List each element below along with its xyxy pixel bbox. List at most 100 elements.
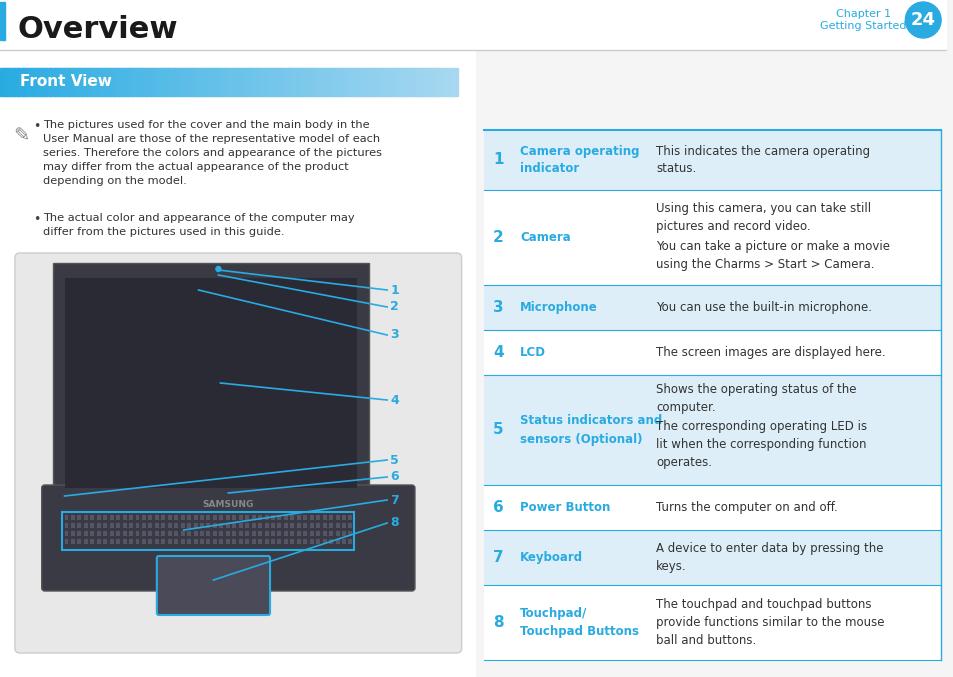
Bar — [365, 68, 371, 96]
Bar — [91, 531, 94, 536]
Text: 2: 2 — [390, 301, 398, 313]
Bar — [303, 539, 307, 544]
Bar — [438, 68, 443, 96]
Bar — [419, 68, 425, 96]
Bar — [329, 523, 333, 528]
Bar — [388, 68, 394, 96]
Bar — [174, 531, 178, 536]
Bar — [103, 539, 107, 544]
Bar — [342, 68, 348, 96]
Bar — [265, 68, 270, 96]
Bar — [154, 531, 158, 536]
Bar — [271, 539, 274, 544]
Bar — [303, 515, 307, 520]
Bar — [180, 523, 185, 528]
Bar — [123, 531, 127, 536]
Bar — [213, 515, 216, 520]
Bar — [411, 68, 416, 96]
Bar — [46, 68, 51, 96]
Text: •: • — [32, 213, 40, 226]
Bar — [173, 68, 179, 96]
Bar — [245, 523, 249, 528]
Bar — [77, 68, 83, 96]
Text: Front View: Front View — [20, 74, 112, 89]
Text: 5: 5 — [493, 422, 503, 437]
Bar — [84, 539, 88, 544]
Bar — [258, 523, 262, 528]
Bar — [301, 68, 307, 96]
Text: Using this camera, you can take still
pictures and record video.: Using this camera, you can take still pi… — [656, 202, 870, 233]
Bar — [378, 68, 384, 96]
Bar — [65, 523, 69, 528]
Text: Chapter 1: Chapter 1 — [835, 9, 890, 19]
Bar — [233, 68, 238, 96]
Bar — [246, 68, 252, 96]
Bar — [258, 539, 262, 544]
Bar — [91, 523, 94, 528]
Text: 6: 6 — [493, 500, 503, 515]
Bar — [129, 523, 132, 528]
Bar — [110, 68, 115, 96]
Text: Overview: Overview — [18, 16, 178, 45]
Bar — [348, 531, 352, 536]
Bar — [52, 263, 369, 493]
Bar — [54, 68, 60, 96]
Bar — [484, 375, 940, 485]
Bar — [329, 539, 333, 544]
Bar — [77, 523, 81, 528]
Bar — [87, 68, 92, 96]
Bar — [91, 539, 94, 544]
Bar — [271, 523, 274, 528]
Bar — [164, 68, 170, 96]
Bar — [219, 68, 225, 96]
Bar — [284, 539, 288, 544]
Bar — [271, 515, 274, 520]
Bar — [310, 539, 314, 544]
Bar — [245, 539, 249, 544]
Text: Power Button: Power Button — [519, 501, 610, 514]
Bar — [129, 539, 132, 544]
Bar — [288, 68, 293, 96]
Bar — [123, 523, 127, 528]
Bar — [10, 68, 14, 96]
Bar — [73, 68, 78, 96]
Bar — [233, 515, 236, 520]
Bar — [352, 68, 356, 96]
Bar — [396, 68, 402, 96]
Bar — [315, 515, 320, 520]
Bar — [260, 68, 266, 96]
Bar — [193, 531, 197, 536]
Text: You can take a picture or make a movie
using the Charms > Start > Camera.: You can take a picture or make a movie u… — [656, 240, 889, 271]
Bar — [116, 523, 120, 528]
Bar — [219, 523, 223, 528]
Text: Turns the computer on and off.: Turns the computer on and off. — [656, 501, 837, 514]
Bar — [252, 523, 255, 528]
Bar — [258, 515, 262, 520]
Bar — [314, 68, 320, 96]
Bar — [237, 68, 243, 96]
Bar — [141, 68, 147, 96]
Bar — [96, 539, 101, 544]
Bar — [329, 68, 334, 96]
Bar — [103, 523, 107, 528]
Bar — [123, 539, 127, 544]
Bar — [484, 130, 940, 190]
Bar — [135, 515, 139, 520]
Bar — [168, 539, 172, 544]
Bar — [311, 68, 315, 96]
Bar — [233, 531, 236, 536]
Text: SAMSUNG: SAMSUNG — [202, 500, 253, 509]
Bar — [96, 68, 101, 96]
Bar — [329, 515, 333, 520]
Bar — [161, 531, 165, 536]
Bar — [484, 285, 940, 330]
Bar — [128, 68, 133, 96]
Bar — [245, 515, 249, 520]
Bar — [322, 539, 326, 544]
Bar — [71, 531, 75, 536]
Text: The screen images are displayed here.: The screen images are displayed here. — [656, 346, 885, 359]
Bar — [310, 515, 314, 520]
Bar — [484, 330, 940, 375]
Bar — [238, 539, 242, 544]
Bar — [264, 539, 268, 544]
